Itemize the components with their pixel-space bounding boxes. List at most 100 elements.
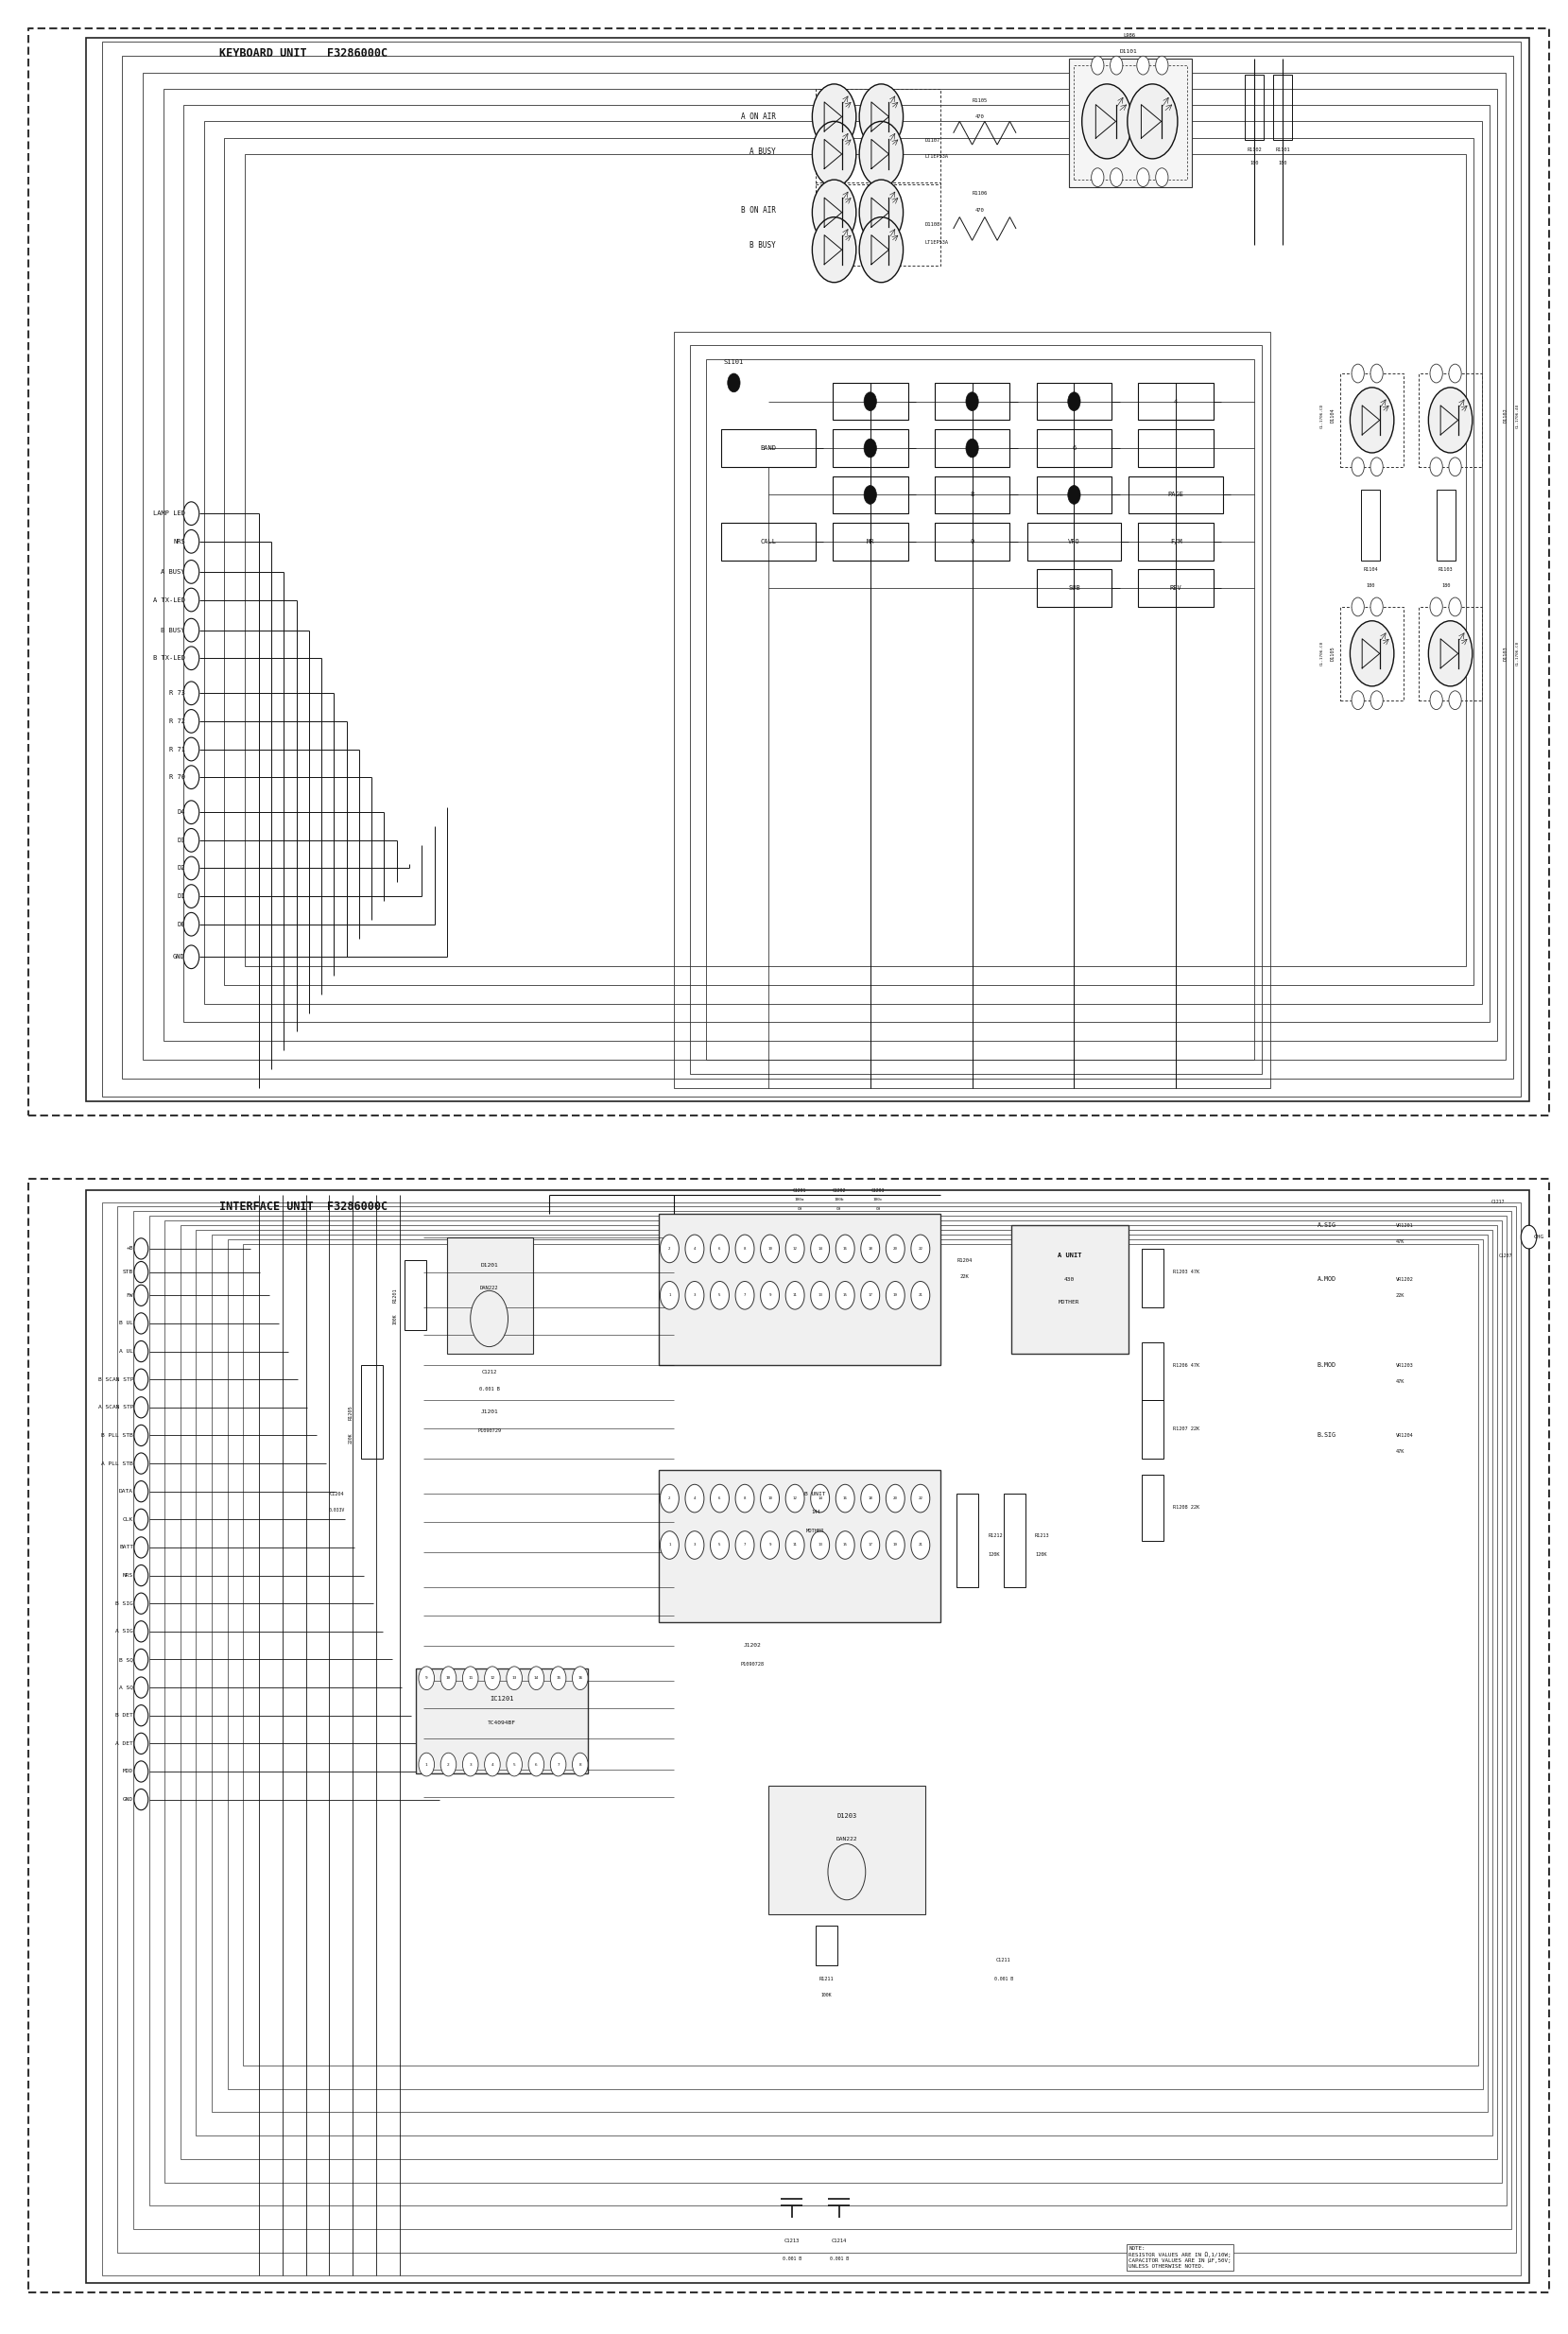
Text: 6: 6 xyxy=(535,1762,538,1767)
Text: R1204: R1204 xyxy=(956,1258,972,1263)
Text: 12: 12 xyxy=(489,1676,495,1680)
Text: R 73: R 73 xyxy=(169,691,185,696)
Circle shape xyxy=(966,392,978,411)
Circle shape xyxy=(419,1753,434,1776)
Text: VFO: VFO xyxy=(1068,539,1080,544)
Text: 47K: 47K xyxy=(1396,1379,1405,1384)
Bar xyxy=(447,1237,533,1354)
Text: MOTHER: MOTHER xyxy=(806,1529,825,1533)
Text: 0: 0 xyxy=(971,539,974,544)
Circle shape xyxy=(1449,691,1461,710)
Circle shape xyxy=(1156,168,1168,187)
Text: B.SIG: B.SIG xyxy=(1317,1433,1336,1438)
Text: VR1201: VR1201 xyxy=(1396,1223,1413,1228)
Text: 47K: 47K xyxy=(1396,1449,1405,1454)
Circle shape xyxy=(528,1753,544,1776)
Circle shape xyxy=(1370,364,1383,383)
Text: 7: 7 xyxy=(743,1293,746,1298)
Circle shape xyxy=(685,1235,704,1263)
Text: A SIG: A SIG xyxy=(116,1629,133,1634)
Text: 5: 5 xyxy=(718,1293,721,1298)
Circle shape xyxy=(1449,598,1461,616)
Circle shape xyxy=(1350,621,1394,686)
Text: CH: CH xyxy=(836,1207,842,1211)
Text: R1207 22K: R1207 22K xyxy=(1173,1426,1200,1431)
Text: 11: 11 xyxy=(792,1293,798,1298)
Text: 180: 180 xyxy=(1250,161,1259,166)
Text: B ON AIR: B ON AIR xyxy=(742,205,776,215)
Text: 22: 22 xyxy=(917,1246,924,1251)
Circle shape xyxy=(1428,621,1472,686)
Text: L986: L986 xyxy=(1123,33,1135,37)
Bar xyxy=(1138,429,1214,467)
Bar xyxy=(1036,476,1112,513)
Circle shape xyxy=(506,1666,522,1690)
Text: 144: 144 xyxy=(811,1510,820,1515)
Circle shape xyxy=(1521,1225,1537,1249)
Circle shape xyxy=(886,1281,905,1309)
Text: TC4094BF: TC4094BF xyxy=(488,1720,516,1725)
Text: 7: 7 xyxy=(869,492,872,497)
Text: 180: 180 xyxy=(1366,584,1375,588)
Bar xyxy=(405,1260,426,1330)
Text: 4: 4 xyxy=(869,446,872,450)
Text: R1106: R1106 xyxy=(972,191,988,196)
Text: 100a: 100a xyxy=(795,1197,804,1202)
Circle shape xyxy=(463,1666,478,1690)
Circle shape xyxy=(660,1531,679,1559)
Text: 7: 7 xyxy=(743,1543,746,1547)
Bar xyxy=(196,1230,1493,2136)
Circle shape xyxy=(183,647,199,670)
Bar xyxy=(1142,1342,1163,1400)
Circle shape xyxy=(1137,168,1149,187)
Text: C1203: C1203 xyxy=(872,1188,884,1193)
Text: FW: FW xyxy=(125,1293,133,1298)
Circle shape xyxy=(911,1235,930,1263)
Circle shape xyxy=(1127,84,1178,159)
Text: R1102: R1102 xyxy=(1247,147,1262,152)
Bar xyxy=(935,476,1010,513)
Circle shape xyxy=(735,1281,754,1309)
Circle shape xyxy=(1110,56,1123,75)
Bar xyxy=(935,523,1010,560)
Circle shape xyxy=(1430,364,1443,383)
Text: 8: 8 xyxy=(971,492,974,497)
Circle shape xyxy=(135,1564,147,1587)
Circle shape xyxy=(135,1648,147,1671)
Text: 19: 19 xyxy=(892,1543,898,1547)
Circle shape xyxy=(1082,84,1132,159)
Bar xyxy=(1069,58,1192,187)
Text: LAMP LED: LAMP LED xyxy=(154,511,185,516)
Circle shape xyxy=(735,1484,754,1512)
Circle shape xyxy=(760,1531,779,1559)
Text: 2: 2 xyxy=(447,1762,450,1767)
Text: CL-1706-C0: CL-1706-C0 xyxy=(1516,642,1519,665)
Bar xyxy=(143,72,1505,1060)
Circle shape xyxy=(812,84,856,149)
Text: 47K: 47K xyxy=(1396,1239,1405,1244)
Text: SUB: SUB xyxy=(1068,586,1080,591)
Text: 8: 8 xyxy=(743,1246,746,1251)
Text: CALL: CALL xyxy=(760,539,776,544)
Circle shape xyxy=(660,1281,679,1309)
Text: IC1201: IC1201 xyxy=(489,1697,514,1701)
Circle shape xyxy=(135,1424,147,1447)
Text: 7: 7 xyxy=(557,1762,560,1767)
Text: CLK: CLK xyxy=(122,1517,133,1522)
Text: A PLL STB: A PLL STB xyxy=(102,1461,133,1466)
Text: C1204: C1204 xyxy=(329,1491,345,1496)
Circle shape xyxy=(859,180,903,245)
Text: C1213: C1213 xyxy=(784,2238,800,2243)
Bar xyxy=(690,345,1262,1074)
Circle shape xyxy=(135,1592,147,1615)
Text: D2: D2 xyxy=(177,866,185,871)
Circle shape xyxy=(1068,392,1080,411)
Text: R1104: R1104 xyxy=(1363,567,1378,572)
Circle shape xyxy=(836,1235,855,1263)
Circle shape xyxy=(812,217,856,282)
Bar xyxy=(416,1669,588,1774)
Text: 0.001 B: 0.001 B xyxy=(994,1977,1013,1982)
Circle shape xyxy=(506,1753,522,1776)
Text: 1: 1 xyxy=(425,1762,428,1767)
Text: 470: 470 xyxy=(975,114,985,119)
